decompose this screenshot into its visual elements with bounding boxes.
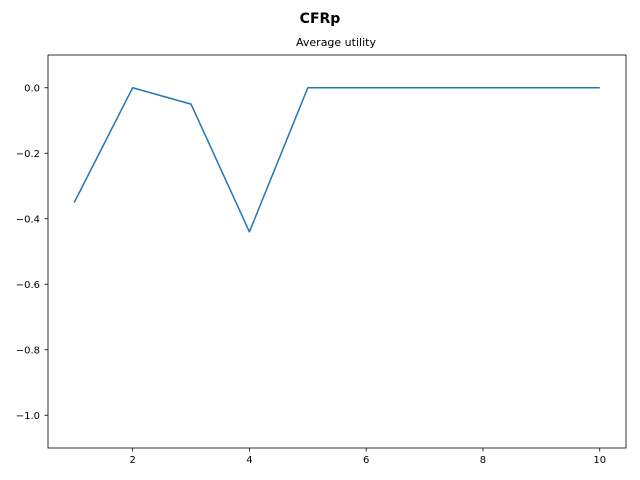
y-tick-label: −0.8 [16, 345, 40, 356]
x-tick-label: 10 [593, 455, 606, 466]
chart-title: CFRp [300, 11, 341, 27]
y-tick-label: −0.2 [16, 149, 40, 160]
x-tick-label: 4 [246, 455, 252, 466]
y-tick-label: −1.0 [16, 411, 40, 422]
y-tick-label: −0.4 [16, 214, 40, 225]
series-line-0 [73, 87, 600, 233]
x-tick-label: 8 [480, 455, 486, 466]
y-tick-label: −0.6 [16, 280, 40, 291]
x-tick-label: 2 [129, 455, 135, 466]
chart-subtitle: Average utility [296, 36, 376, 49]
y-tick-label: 0.0 [24, 83, 40, 94]
plot-area: 2 4 6 8 10 0.0 −0.2 −0.4 −0.6 −0.8 −1.0 [16, 54, 627, 466]
axes-frame [47, 54, 627, 449]
x-tick-label: 6 [363, 455, 369, 466]
